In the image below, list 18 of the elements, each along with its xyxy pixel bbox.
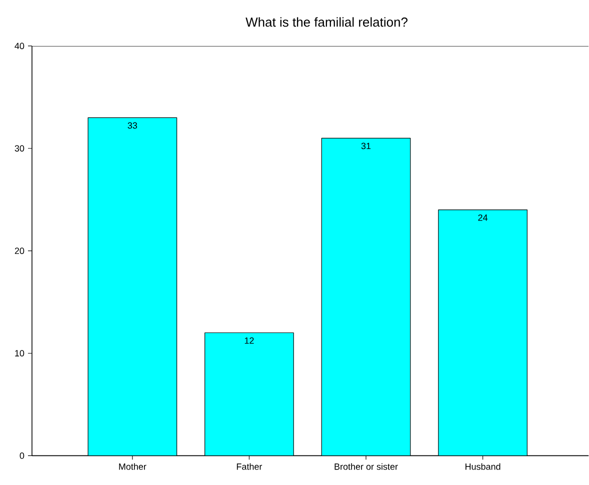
x-tick-label: Brother or sister — [334, 463, 398, 470]
y-tick-label: 20 — [14, 248, 24, 254]
bar — [88, 118, 178, 456]
y-tick-label: 10 — [15, 350, 24, 357]
data-label: 31 — [361, 142, 371, 150]
data-label: 12 — [244, 338, 254, 344]
data-label: 33 — [128, 122, 138, 129]
chart-title: What is the familial relation? — [246, 17, 408, 27]
bar — [204, 332, 294, 456]
y-tick-label: 40 — [14, 42, 24, 50]
x-tick-label: Husband — [466, 463, 500, 470]
bar — [438, 210, 528, 456]
y-tick-label: 30 — [14, 145, 24, 152]
y-tick-label: 0 — [20, 452, 24, 460]
bar — [321, 138, 411, 456]
x-tick-label: Mother — [119, 463, 146, 470]
data-label: 24 — [478, 214, 488, 221]
x-tick-label: Father — [236, 463, 262, 470]
